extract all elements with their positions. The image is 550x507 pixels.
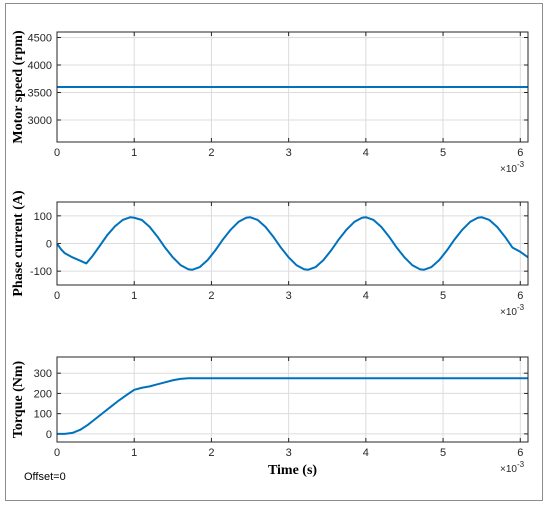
- x-tick-label: 4: [363, 290, 369, 302]
- y-tick-label: 100: [34, 211, 52, 223]
- x-tick-label: 6: [517, 447, 523, 459]
- y-tick-label: 0: [46, 239, 52, 251]
- x-multiplier: ×10-3: [500, 460, 525, 475]
- axes-box: [56, 201, 529, 286]
- y-axis-label: Torque (Nm): [11, 360, 26, 438]
- y-tick-label: 4500: [28, 33, 52, 45]
- offset-label: Offset=0: [24, 471, 66, 483]
- plot-area: [57, 357, 528, 442]
- x-tick-label: 5: [440, 147, 446, 159]
- x-tick-label: 2: [208, 290, 214, 302]
- y-tick-label: 200: [34, 388, 52, 400]
- y-axis-label: Phase current (A): [11, 190, 26, 297]
- x-tick-label: 2: [208, 447, 214, 459]
- y-tick-label: -100: [30, 266, 52, 278]
- x-multiplier-exponent: -3: [517, 160, 525, 169]
- axes-box: [56, 356, 529, 443]
- x-tick-label: 0: [54, 447, 60, 459]
- x-multiplier: ×10-3: [500, 303, 525, 318]
- x-tick-label: 5: [440, 290, 446, 302]
- y-tick-label: 3500: [28, 88, 52, 100]
- axes-box: [56, 31, 529, 143]
- x-tick-label: 4: [363, 147, 369, 159]
- y-axis-label: Motor speed (rpm): [11, 30, 26, 144]
- series-line-1: [57, 377, 528, 435]
- x-multiplier-exponent: -3: [517, 460, 525, 469]
- x-tick-label: 5: [440, 447, 446, 459]
- chart-3: 0 1 2 3 4 5 6 0 100 200 300 Torque (Nm) ×10-3 Time (s…: [11, 356, 529, 478]
- x-tick-label: 1: [131, 147, 137, 159]
- x-tick-label: 1: [131, 447, 137, 459]
- x-tick-label: 3: [286, 290, 292, 302]
- y-tick-label: 0: [46, 429, 52, 441]
- x-axis-label: Time (s): [268, 463, 317, 478]
- x-multiplier: ×10-3: [500, 160, 525, 175]
- y-tick-label: 4000: [28, 60, 52, 72]
- x-tick-label: 1: [131, 290, 137, 302]
- x-tick-label: 4: [363, 447, 369, 459]
- x-tick-label: 0: [54, 290, 60, 302]
- y-tick-label: 3000: [28, 115, 52, 127]
- x-tick-label: 6: [517, 147, 523, 159]
- x-tick-label: 2: [208, 147, 214, 159]
- x-tick-label: 6: [517, 290, 523, 302]
- x-multiplier-exponent: -3: [517, 303, 525, 312]
- y-tick-label: 100: [34, 409, 52, 421]
- y-tick-label: 300: [34, 368, 52, 380]
- x-tick-label: 3: [286, 147, 292, 159]
- x-tick-label: 3: [286, 447, 292, 459]
- x-tick-label: 0: [54, 147, 60, 159]
- series-line-1: [56, 216, 529, 271]
